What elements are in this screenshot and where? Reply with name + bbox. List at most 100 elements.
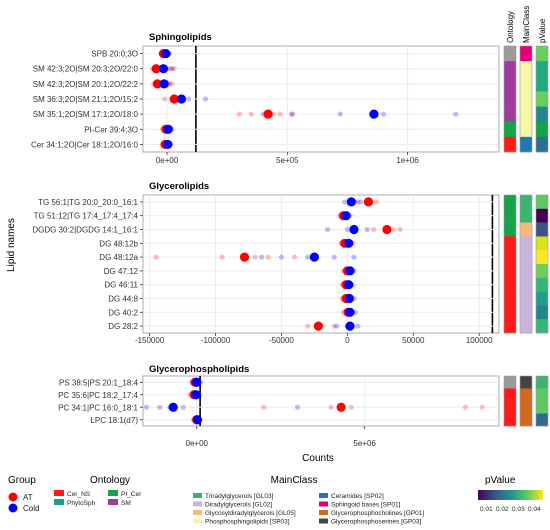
replicate-point-cold [334, 323, 340, 329]
legend-label-mainclass: Triradylglycerols [GL03] [205, 493, 274, 500]
replicate-point-at [328, 404, 334, 410]
legend-area: Group AT Cold Ontology Cer_NS PI_Cer PhytoSph S… [8, 475, 543, 526]
legend-swatch-ontology [54, 490, 64, 496]
ontology-tile [504, 319, 516, 334]
pvalue-tile [536, 277, 548, 292]
pvalue-tile [536, 222, 548, 237]
legend-label-group: AT [23, 493, 33, 502]
replicate-point-at [248, 111, 254, 117]
pvalue-tile [536, 121, 548, 138]
ontology-tile [504, 136, 516, 153]
legend-swatch-ontology [108, 490, 118, 496]
mean-point-cold [344, 238, 354, 248]
mean-point-cold [345, 321, 355, 331]
replicate-point-cold [289, 111, 295, 117]
pvalue-tile [536, 305, 548, 320]
legend-swatch-group [8, 503, 18, 513]
legend-title-group: Group [8, 475, 36, 486]
mainclass-tile [520, 236, 532, 251]
x-tick-label: 100000 [466, 336, 493, 345]
panel-background [142, 375, 500, 427]
panel-title: Glycerolipids [149, 181, 209, 192]
lipid-label: DG 28:2 [108, 322, 138, 331]
legend-tick-pvalue: 0.02 [496, 506, 509, 513]
replicate-point-at [305, 323, 311, 329]
panel-title: Glycerophospholipids [149, 364, 249, 375]
mainclass-tile [520, 106, 532, 123]
x-tick-label: 5e+06 [353, 439, 376, 448]
pvalue-tile [536, 208, 548, 223]
legend-label-ontology: Cer_NS [67, 491, 91, 498]
replicate-point-cold [202, 96, 209, 102]
annotation-column-title: Ontology [506, 11, 515, 43]
mainclass-tile [520, 208, 532, 223]
mean-point-cold [191, 390, 201, 400]
x-tick-label: 0 [345, 336, 350, 345]
pvalue-tile [536, 401, 548, 414]
annotation-column-border [535, 45, 549, 153]
replicate-point-at [331, 323, 337, 329]
replicate-point-at [462, 404, 469, 410]
ontology-tile [504, 91, 516, 107]
replicate-point-at [277, 111, 283, 117]
mainclass-tile [520, 76, 532, 92]
mainclass-tile [520, 319, 532, 334]
lipid-label: PS 38:5|PS 20:1_18:4 [59, 378, 139, 387]
chart-panel: Glycerolipids -150000 -100000 -50000 0 50000 1… [32, 181, 549, 345]
legend-swatch-mainclass [319, 518, 328, 524]
annotation-column-border [503, 375, 517, 427]
legend-title-pvalue: pValue [485, 475, 516, 486]
pvalue-tile [536, 76, 548, 92]
replicate-point-cold [337, 111, 343, 117]
replicate-point-cold [305, 254, 311, 260]
lipid-label: DG 47:12 [104, 267, 139, 276]
mainclass-tile [520, 136, 532, 153]
legend-tick-pvalue: 0.01 [480, 506, 493, 513]
legend-label-ontology: PI_Cer [121, 491, 142, 498]
annotation-column-border [503, 194, 517, 334]
lipid-label: TG 51:12|TG 17:4_17:4_17:4 [34, 212, 139, 221]
legend-tick-pvalue: 0.03 [512, 506, 525, 513]
legend-title-mainclass: MainClass [271, 475, 318, 486]
ontology-tile [504, 388, 516, 402]
ontology-tile [504, 250, 516, 265]
annotation-column-border [519, 45, 533, 153]
pvalue-tile [536, 195, 548, 210]
lipid-label: PI-Cer 39:4;3O [84, 125, 138, 134]
mean-point-at [169, 94, 179, 104]
legend-label-ontology: SM [121, 500, 131, 507]
pvalue-tile [536, 136, 548, 153]
pvalue-tile [536, 236, 548, 251]
mean-point-cold [345, 307, 355, 317]
ontology-tile [504, 413, 516, 427]
replicate-point-cold [342, 199, 348, 205]
pvalue-tile [536, 46, 548, 62]
replicate-point-cold [364, 226, 370, 233]
mainclass-tile [520, 91, 532, 107]
mean-point-at [239, 252, 250, 262]
lipid-label: LPC 18:1(d7) [90, 416, 138, 425]
annotation-column-border [519, 194, 533, 334]
lipid-label: SM 35:1;2O|SM 17:1;2O/18:0 [33, 110, 139, 119]
legend-colorbar-pvalue [478, 490, 543, 500]
pvalue-tile [536, 413, 548, 427]
ontology-tile [504, 305, 516, 320]
annotation-column-border [535, 194, 549, 334]
legend-swatch-ontology [108, 499, 118, 505]
lipid-label: SM 42:3;2O|SM 20:1;2O/22:2 [33, 80, 139, 89]
replicate-point-at [168, 66, 174, 72]
mean-point-cold [369, 109, 379, 119]
replicate-point-cold [351, 254, 357, 260]
legend-swatch-ontology [54, 499, 64, 505]
mean-point-cold [192, 415, 203, 425]
mean-point-cold [158, 64, 169, 74]
legend-label-mainclass: Glycerophosphoserines [GP03] [331, 519, 422, 526]
replicate-point-cold [186, 96, 192, 102]
chart-panel: Sphingolipids 0e+00 5e+05 1e+06 SPB 20:0;3O S… [31, 32, 549, 165]
replicate-point-cold [324, 226, 331, 233]
x-tick-label: -50000 [269, 336, 294, 345]
chart-panels: Ontology MainClass pValue Sphingolipids 0e+0… [31, 6, 549, 448]
replicate-point-cold [355, 323, 361, 329]
mainclass-tile [520, 264, 532, 279]
mean-point-at [313, 321, 323, 331]
